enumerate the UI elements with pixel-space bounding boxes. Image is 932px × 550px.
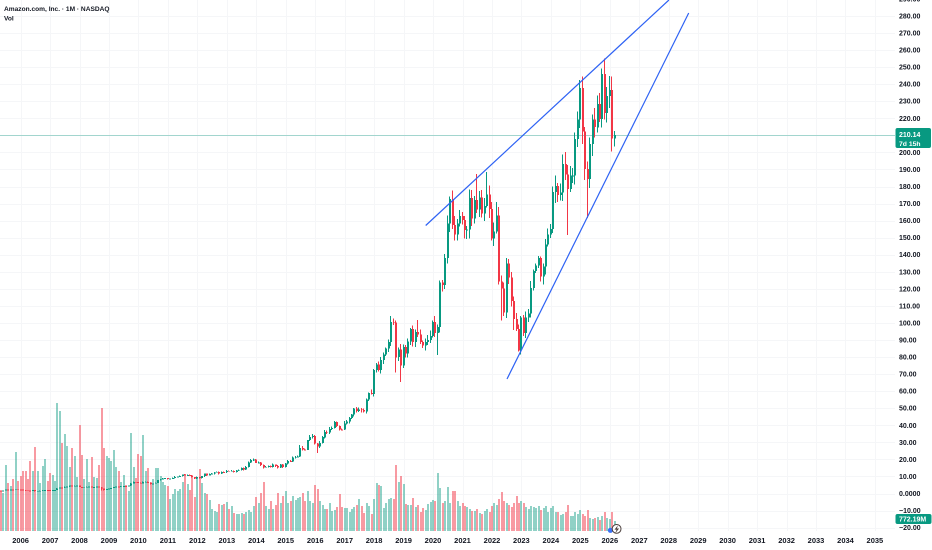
svg-text:2031: 2031	[749, 536, 766, 545]
svg-text:2026: 2026	[601, 536, 618, 545]
svg-text:140.00: 140.00	[899, 252, 921, 259]
svg-text:2024: 2024	[543, 536, 561, 545]
svg-text:Amazon.com, Inc. · 1M · NASDAQ: Amazon.com, Inc. · 1M · NASDAQ	[4, 6, 110, 13]
svg-text:170.00: 170.00	[899, 201, 921, 208]
svg-text:2016: 2016	[307, 536, 324, 545]
svg-text:2033: 2033	[808, 536, 825, 545]
svg-text:2025: 2025	[572, 536, 589, 545]
svg-text:2014: 2014	[248, 536, 266, 545]
svg-text:280.00: 280.00	[899, 14, 921, 21]
svg-text:Vol: Vol	[4, 16, 14, 23]
svg-text:2011: 2011	[160, 536, 176, 545]
svg-text:190.00: 190.00	[899, 167, 921, 174]
svg-text:−20.00: −20.00	[899, 525, 921, 532]
svg-text:90.00: 90.00	[899, 338, 917, 345]
svg-text:2029: 2029	[690, 536, 707, 545]
svg-text:210.14: 210.14	[899, 132, 921, 139]
svg-text:772.19M: 772.19M	[899, 517, 926, 524]
svg-text:260.00: 260.00	[899, 48, 921, 55]
svg-text:60.00: 60.00	[899, 389, 917, 396]
svg-text:270.00: 270.00	[899, 31, 921, 38]
svg-text:−10.00: −10.00	[899, 508, 921, 515]
svg-text:2027: 2027	[631, 536, 648, 545]
svg-text:2021: 2021	[454, 536, 471, 545]
svg-text:110.00: 110.00	[899, 303, 920, 310]
svg-text:180.00: 180.00	[899, 184, 921, 191]
svg-text:70.00: 70.00	[899, 372, 917, 379]
svg-text:30.00: 30.00	[899, 440, 917, 447]
svg-text:2022: 2022	[484, 536, 501, 545]
svg-text:100.00: 100.00	[899, 320, 921, 327]
svg-text:2034: 2034	[837, 536, 855, 545]
svg-text:50.00: 50.00	[899, 406, 917, 413]
svg-text:2019: 2019	[395, 536, 412, 545]
svg-text:80.00: 80.00	[899, 355, 917, 362]
svg-text:200.00: 200.00	[899, 150, 921, 157]
svg-text:250.00: 250.00	[899, 65, 921, 72]
svg-text:150.00: 150.00	[899, 235, 921, 242]
svg-text:2035: 2035	[867, 536, 884, 545]
svg-text:2017: 2017	[336, 536, 353, 545]
svg-text:0.0000: 0.0000	[899, 491, 921, 498]
svg-text:2023: 2023	[513, 536, 530, 545]
svg-text:2032: 2032	[778, 536, 795, 545]
svg-text:2012: 2012	[189, 536, 206, 545]
svg-text:160.00: 160.00	[899, 218, 921, 225]
svg-text:2020: 2020	[425, 536, 442, 545]
svg-text:120.00: 120.00	[899, 286, 921, 293]
svg-text:130.00: 130.00	[899, 269, 921, 276]
svg-text:10.00: 10.00	[899, 474, 917, 481]
svg-text:2010: 2010	[130, 536, 147, 545]
svg-text:2018: 2018	[366, 536, 383, 545]
svg-text:2008: 2008	[71, 536, 88, 545]
svg-text:2015: 2015	[277, 536, 294, 545]
svg-text:40.00: 40.00	[899, 423, 917, 430]
svg-text:220.00: 220.00	[899, 116, 921, 123]
svg-text:20.00: 20.00	[899, 457, 917, 464]
svg-text:2006: 2006	[12, 536, 29, 545]
svg-text:2028: 2028	[660, 536, 677, 545]
svg-text:2030: 2030	[719, 536, 736, 545]
svg-text:240.00: 240.00	[899, 82, 921, 89]
svg-text:230.00: 230.00	[899, 99, 921, 106]
svg-text:2009: 2009	[101, 536, 118, 545]
svg-text:2007: 2007	[42, 536, 59, 545]
svg-text:290.00: 290.00	[899, 0, 921, 3]
svg-text:7d 15h: 7d 15h	[899, 141, 921, 148]
svg-text:2013: 2013	[218, 536, 235, 545]
